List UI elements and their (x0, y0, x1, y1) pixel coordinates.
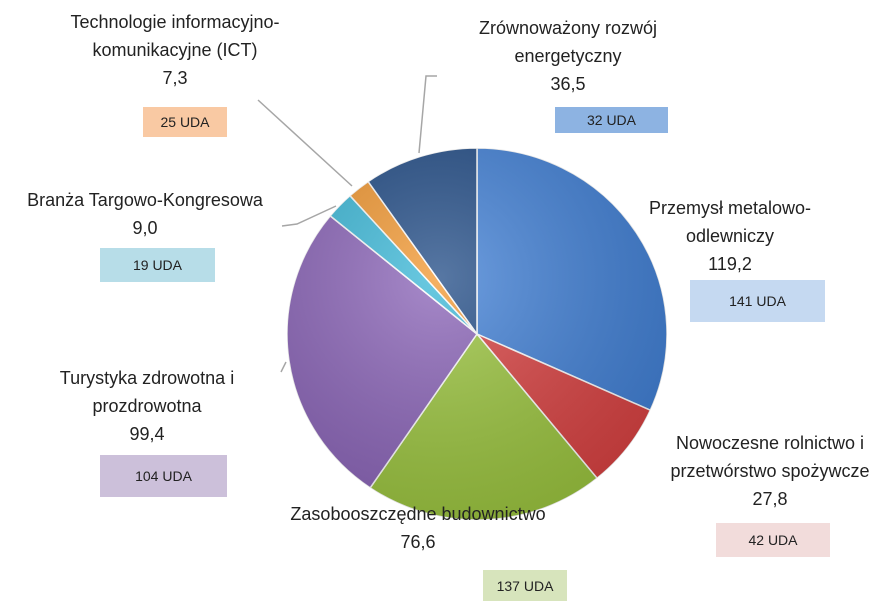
value-label: 76,6 (400, 532, 436, 552)
uda-box: 42 UDA (716, 523, 830, 557)
leader-line (280, 361, 287, 373)
slice-label: Technologie informacyjno- komunikacyjne … (15, 8, 335, 92)
slice-label: Branża Targowo-Kongresowa 9,0 (0, 186, 305, 242)
uda-box: 25 UDA (143, 107, 227, 137)
leader-lines (257, 75, 437, 373)
uda-box: 19 UDA (100, 248, 215, 282)
uda-box: 104 UDA (100, 455, 227, 497)
value-label: 9,0 (132, 218, 158, 238)
value-label: 99,4 (129, 424, 165, 444)
category-label: Turystyka zdrowotna i prozdrowotna (59, 368, 235, 416)
slice-label: Nowoczesne rolnictwo i przetwórstwo spoż… (610, 429, 891, 513)
category-label: Przemysł metalowo- odlewniczy (648, 198, 812, 246)
category-label: Zrównoważony rozwój energetyczny (478, 18, 658, 66)
leader-line (257, 99, 353, 187)
uda-box: 137 UDA (483, 570, 567, 601)
value-label: 119,2 (708, 254, 752, 274)
slice-label: Zasobooszczędne budownictwo 76,6 (258, 500, 578, 556)
category-label: Branża Targowo-Kongresowa (27, 190, 263, 210)
value-label: 36,5 (550, 74, 586, 94)
value-label: 7,3 (162, 68, 188, 88)
leader-line (418, 75, 437, 154)
uda-box: 141 UDA (690, 280, 825, 322)
leader-line (281, 205, 337, 227)
slice-label: Przemysł metalowo- odlewniczy 119,2 (570, 194, 890, 278)
category-label: Technologie informacyjno- komunikacyjne … (70, 12, 280, 60)
slice-label: Turystyka zdrowotna i prozdrowotna 99,4 (0, 364, 307, 448)
value-label: 27,8 (752, 489, 788, 509)
slice-label: Zrównoważony rozwój energetyczny 36,5 (408, 14, 728, 98)
uda-box: 32 UDA (555, 107, 668, 133)
category-label: Zasobooszczędne budownictwo (290, 504, 546, 524)
category-label: Nowoczesne rolnictwo i przetwórstwo spoż… (670, 433, 870, 481)
